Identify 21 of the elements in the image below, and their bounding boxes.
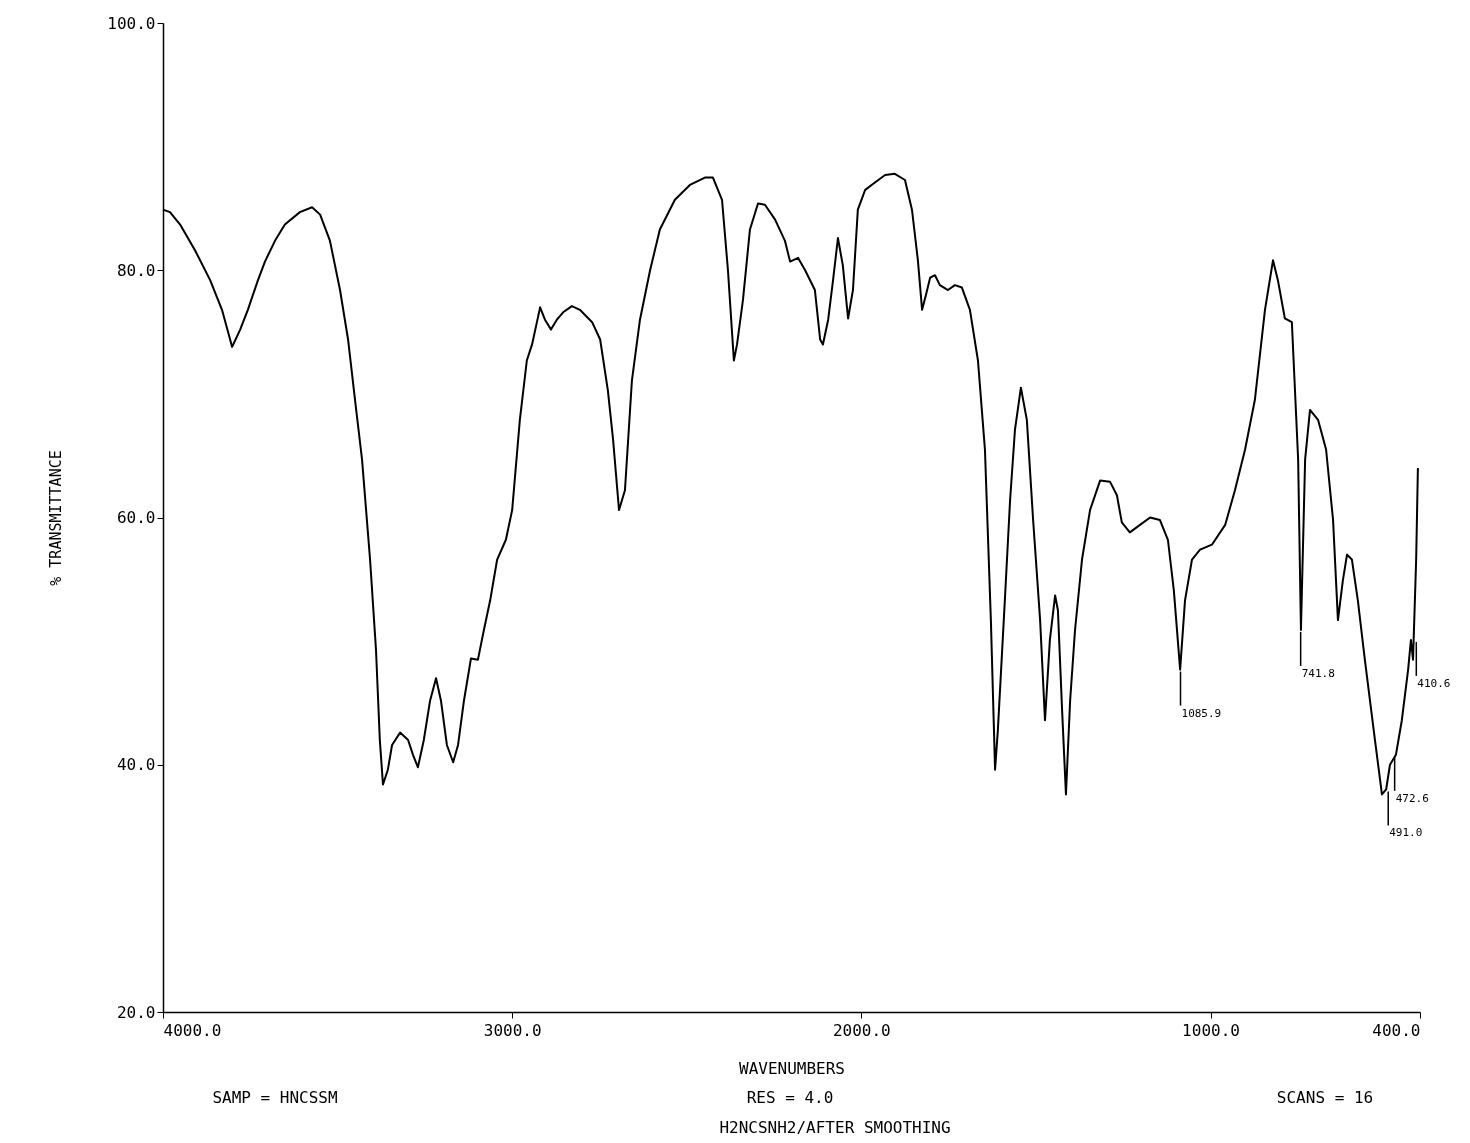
annotation: 491.0 [1389,826,1423,840]
x-axis-title: WAVENUMBERS [739,1058,845,1078]
x-tick-label: 2000.0 [832,1020,891,1040]
y-tick-label: 100.0 [107,13,156,33]
annotation: 410.6 [1417,676,1451,690]
annotation: 472.6 [1395,791,1429,805]
text: H2NCSNH2/AFTER SMOOTHING [719,1118,951,1137]
x-tick-label: 3000.0 [483,1020,542,1040]
x-tick-label: 400.0 [1372,1020,1421,1040]
y-tick-label: 60.0 [116,508,156,527]
y-axis-title: % TRANSMITTANCE [46,450,65,586]
text: RES = 4.0 [746,1088,834,1107]
y-tick-label: 80.0 [116,260,156,280]
x-tick-label: 1000.0 [1182,1020,1240,1040]
y-tick-label: 20.0 [116,1002,156,1022]
x-tick-label: 4000.0 [163,1020,222,1040]
annotation: 741.8 [1301,667,1335,680]
text: SAMP = HNCSSM [212,1088,338,1107]
y-tick-label: 40.0 [116,755,156,775]
text: SCANS = 16 [1276,1088,1374,1107]
annotation: 1085.9 [1181,706,1222,720]
